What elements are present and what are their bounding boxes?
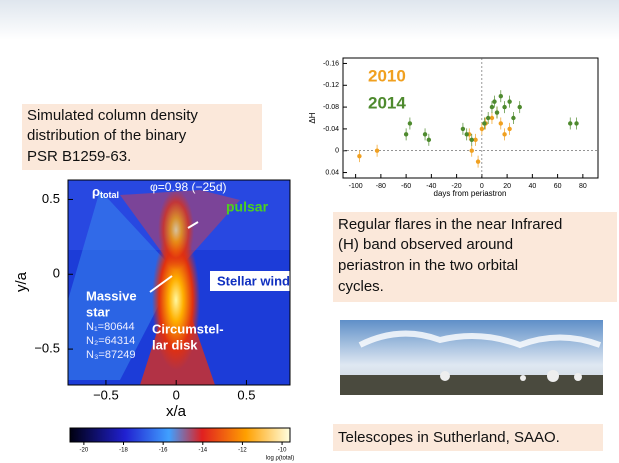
star-label: star [86,304,110,319]
slide: Simulated column density distribution of… [0,0,619,463]
pulsar-label: pulsar [226,199,269,215]
x-tick-label: 0 [173,387,180,402]
data-point [375,149,379,153]
colorbar-tick-label: -12 [238,448,247,454]
y-tick-label: 0.04 [325,169,339,176]
data-point [470,138,474,142]
data-point [404,132,408,136]
caption: periastron in the two orbital [338,257,518,274]
y-tick-label: -0.16 [323,60,339,67]
x-axis-label: x/a [166,403,187,420]
wind-label: Stellar wind [217,273,290,288]
data-point [499,94,503,98]
x-tick-label: -20 [452,183,462,190]
count: N₁=80644 [86,321,135,333]
dome [440,371,450,381]
data-point [427,138,431,142]
data-point [502,105,506,109]
colorbar-tick-label: -18 [119,448,128,454]
y-tick-label: 0 [335,148,339,155]
data-point [482,121,486,125]
data-point [502,132,506,136]
x-tick-label: -100 [349,183,363,190]
data-point [465,132,469,136]
disk-label: lar disk [152,337,198,352]
x-tick-label: −0.5 [93,387,119,402]
caption: Telescopes in Sutherland, SAAO. [338,429,560,446]
y-axis-label: ΔH [308,112,317,123]
rho: ρ [92,184,100,199]
dome [520,375,526,381]
x-tick-label: 60 [554,183,562,190]
data-point [473,138,477,142]
dome [547,370,559,382]
colorbar-tick-label: -16 [159,448,168,454]
data-point [476,159,480,163]
rho-sub: total [100,190,119,200]
legend-entry: 2010 [368,66,406,85]
data-point [568,121,572,125]
x-axis-label: days from periastron [434,189,507,198]
colorbar-tick-label: -20 [80,448,89,454]
phase: φ=0.98 (−25d) [150,180,227,194]
y-tick-label: 0.5 [42,191,60,206]
x-tick-label: 20 [503,183,511,190]
data-point [507,127,511,131]
top-band [0,0,619,40]
x-tick-label: -80 [376,183,386,190]
caption: Regular flares in the near Infrared [338,216,562,233]
caption: PSR B1259-63. [27,148,131,165]
data-point [492,99,496,103]
data-point [499,121,503,125]
telescope-photo [340,320,603,395]
caption: Simulated column density [27,107,198,124]
dome [574,373,582,381]
colorbar-label: log ρ(total) [266,456,294,462]
x-tick-label: 0.5 [237,387,255,402]
x-tick-label: 80 [579,183,587,190]
ground [340,375,603,395]
y-tick-label: -0.08 [323,104,339,111]
y-axis-label: y/a [13,271,30,292]
data-point [486,116,490,120]
caption: distribution of the binary [27,127,187,144]
data-point [574,121,578,125]
data-point [518,105,522,109]
data-point [357,154,361,158]
data-point [461,127,465,131]
data-point [511,116,515,120]
caption: (H) band observed around [338,236,513,253]
y-tick-label: -0.12 [323,82,339,89]
data-point [490,105,494,109]
data-point [470,149,474,153]
colorbar [70,428,290,442]
star-label: Massive [86,288,137,303]
data-point [495,110,499,114]
colorbar-tick-label: -10 [278,448,287,454]
x-tick-label: -40 [426,183,436,190]
y-tick-label: 0 [53,266,60,281]
y-tick-label: -0.04 [323,126,339,133]
legend-entry: 2014 [368,93,406,112]
x-tick-label: -60 [401,183,411,190]
caption: cycles. [338,278,384,295]
data-point [423,132,427,136]
colorbar-tick-label: -14 [198,448,207,454]
data-point [490,116,494,120]
data-point [408,121,412,125]
hot-cone [158,190,194,270]
count: N₂=64314 [86,335,135,347]
data-point [507,99,511,103]
count: N₃=87249 [86,349,135,361]
data-point [480,127,484,131]
x-tick-label: 40 [528,183,536,190]
y-tick-label: −0.5 [34,341,60,356]
disk-label: Circumstel- [152,321,224,336]
x-tick-label: 0 [480,183,484,190]
